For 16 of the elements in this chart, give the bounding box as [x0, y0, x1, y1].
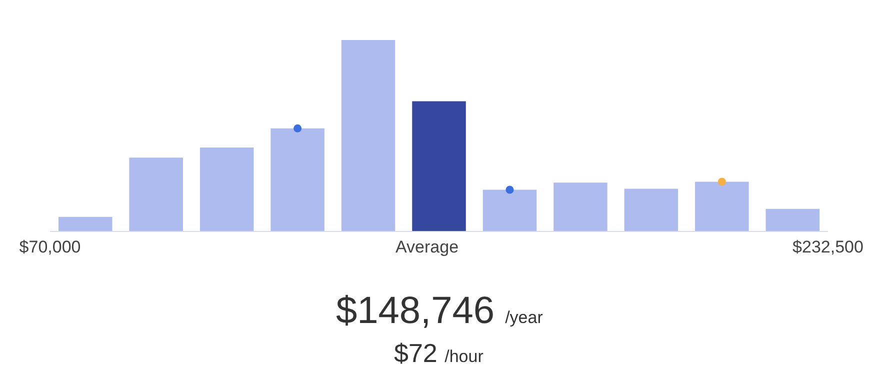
bar — [695, 182, 749, 231]
x-tick-label: Average — [396, 237, 459, 256]
bar — [270, 128, 324, 231]
bar — [129, 158, 183, 231]
x-tick-label: $70,000 — [19, 237, 81, 256]
x-tick-label: $232,500 — [792, 237, 864, 256]
bar — [554, 182, 608, 231]
bar — [200, 148, 254, 231]
bar — [766, 208, 820, 231]
bar — [482, 190, 537, 231]
bar — [58, 216, 112, 231]
bar — [624, 188, 678, 231]
text: $148,746 /year — [336, 290, 544, 332]
bar — [412, 101, 466, 231]
bar — [341, 40, 396, 231]
text: $72 /hour — [394, 338, 484, 368]
